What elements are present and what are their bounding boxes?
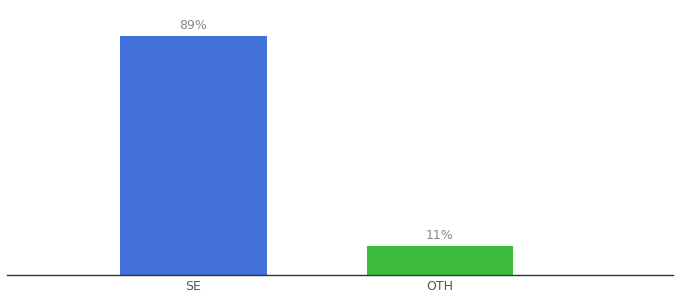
Text: 89%: 89% bbox=[180, 20, 207, 32]
Bar bbox=[367, 246, 513, 275]
Bar bbox=[120, 37, 267, 275]
Text: 11%: 11% bbox=[426, 229, 454, 242]
